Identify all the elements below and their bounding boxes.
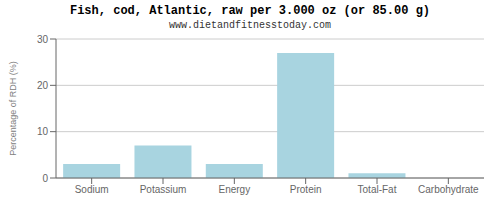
svg-text:30: 30 [37,34,49,45]
html-text:Fish, cod, Atlantic, raw per 3: Fish, cod, Atlantic, raw per 3.000 oz (o… [70,4,430,18]
svg-text:Percentage of RDH (%): Percentage of RDH (%) [8,61,18,156]
svg-text:Potassium: Potassium [140,184,187,195]
svg-text:Sodium: Sodium [75,184,109,195]
svg-text:Protein: Protein [290,184,322,195]
svg-text:20: 20 [37,80,49,91]
svg-text:0: 0 [42,173,48,184]
svg-text:Energy: Energy [218,184,250,195]
html-text:www.dietandfitnesstoday.com: www.dietandfitnesstoday.com [169,20,331,31]
svg-text:Carbohydrate: Carbohydrate [418,184,479,195]
svg-text:10: 10 [37,126,49,137]
svg-text:Total-Fat: Total-Fat [358,184,397,195]
